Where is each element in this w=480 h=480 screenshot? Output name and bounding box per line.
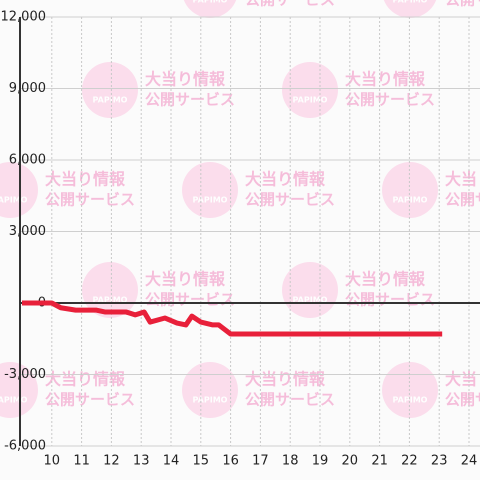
watermark-logo-text: PAPIMO [293, 296, 328, 305]
watermark-text: 大当り情報 [145, 70, 226, 89]
watermark-text: 大当り情報 [345, 70, 426, 89]
watermark-logo-text: PAPIMO [293, 96, 328, 105]
y-tick-label: -6,000 [4, 439, 46, 454]
watermark-logo [382, 362, 438, 418]
y-tick-label: -3,000 [4, 367, 46, 382]
watermark-text: 公開サービス [145, 291, 235, 309]
watermark-logo-text: PAPIMO [93, 296, 128, 305]
x-tick-label: 17 [252, 454, 269, 469]
watermark-logo [382, 162, 438, 218]
y-tick-label: 3,000 [9, 224, 46, 239]
x-tick-label: 23 [431, 454, 448, 469]
watermark-logo-text: PAPIMO [393, 196, 428, 205]
watermark-logo [82, 62, 138, 118]
x-tick-label: 20 [342, 454, 359, 469]
watermark-text: 大当り情報 [245, 370, 326, 389]
x-tick-label: 11 [73, 454, 90, 469]
watermark-logo [183, 0, 237, 18]
x-tick-label: 24 [461, 454, 478, 469]
watermark-text: 公開サービス [145, 91, 235, 109]
x-tick-label: 18 [282, 454, 299, 469]
watermarks: PAPIMO大当り情報公開サービスPAPIMO大当り情報公開サービスPAPIMO… [0, 0, 480, 418]
watermark-text: 公開サービス [345, 291, 435, 309]
x-tick-label: 10 [44, 454, 61, 469]
watermark-text: 大当り情報 [445, 170, 480, 189]
watermark-text: 大当り情報 [245, 170, 326, 189]
watermark-text: 公開サービス [45, 191, 135, 209]
watermark-logo [0, 162, 38, 218]
watermark-logo-text: PAPIMO [193, 0, 228, 5]
watermark-logo [282, 62, 338, 118]
watermark-text: 大当り情報 [445, 370, 480, 389]
watermark-text: 公開サービス [445, 191, 480, 209]
watermark-text: 大当り情報 [45, 370, 126, 389]
x-tick-label: 22 [401, 454, 418, 469]
watermark-text: 大当り情報 [45, 170, 126, 189]
watermark-logo [383, 0, 437, 18]
watermark-logo [0, 362, 38, 418]
watermark-logo-text: PAPIMO [0, 196, 28, 205]
x-tick-label: 21 [371, 454, 388, 469]
y-tick-label: 12,000 [1, 10, 47, 25]
watermark-text: 公開サービス [445, 0, 480, 9]
y-tick-label: 6,000 [9, 153, 46, 168]
x-tick-label: 12 [103, 454, 120, 469]
x-tick-label: 15 [193, 454, 210, 469]
watermark-text: 公開サービス [245, 0, 335, 9]
watermark-logo-text: PAPIMO [93, 96, 128, 105]
grid [20, 16, 480, 447]
x-tick-label: 16 [222, 454, 239, 469]
watermark-text: 公開サービス [245, 191, 335, 209]
y-tick-label: 9,000 [9, 81, 46, 96]
watermark-logo-text: PAPIMO [193, 196, 228, 205]
watermark-text: 大当り情報 [345, 270, 426, 289]
line-series [22, 300, 443, 337]
watermark-logo-text: PAPIMO [193, 396, 228, 405]
watermark-text: 公開サービス [345, 91, 435, 109]
watermark-text: 公開サービス [45, 391, 135, 409]
watermark-logo-text: PAPIMO [0, 396, 28, 405]
watermark-text: 大当り情報 [145, 270, 226, 289]
x-tick-label: 13 [133, 454, 150, 469]
x-tick-label: 19 [312, 454, 329, 469]
x-tick-label: 14 [163, 454, 180, 469]
watermark-logo-text: PAPIMO [393, 0, 428, 5]
watermark-logo-text: PAPIMO [393, 396, 428, 405]
watermark-text: 公開サービス [445, 391, 480, 409]
watermark-logo [182, 362, 238, 418]
watermark-logo [182, 162, 238, 218]
watermark-text: 公開サービス [245, 391, 335, 409]
